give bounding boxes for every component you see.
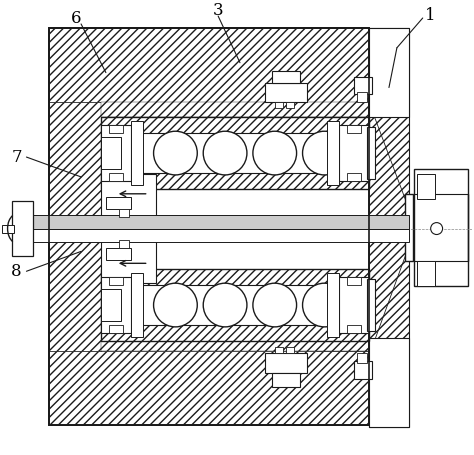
Bar	[131, 273, 143, 337]
Circle shape	[203, 131, 247, 175]
Bar	[101, 125, 131, 181]
Polygon shape	[369, 28, 409, 209]
Bar	[101, 137, 121, 169]
Bar	[101, 238, 155, 283]
Bar	[101, 289, 121, 321]
Bar	[367, 279, 375, 331]
Bar	[339, 277, 369, 333]
Bar	[109, 173, 123, 181]
Bar	[106, 197, 131, 209]
Bar	[369, 28, 409, 117]
Bar	[354, 361, 372, 379]
Bar	[106, 248, 131, 260]
Bar	[109, 325, 123, 333]
Bar	[131, 133, 339, 173]
Bar	[347, 277, 361, 285]
Bar	[328, 121, 339, 185]
Bar	[49, 28, 369, 425]
Bar	[49, 102, 101, 351]
Bar	[265, 353, 307, 373]
Bar	[414, 169, 468, 286]
Circle shape	[154, 131, 197, 175]
Bar	[347, 173, 361, 181]
Bar	[101, 277, 131, 333]
Bar	[131, 285, 339, 325]
Bar	[101, 117, 369, 189]
Polygon shape	[101, 341, 369, 351]
Bar	[109, 277, 123, 285]
Bar	[286, 347, 293, 353]
Bar	[286, 102, 293, 108]
Circle shape	[253, 283, 297, 327]
Bar	[101, 189, 369, 269]
Polygon shape	[101, 102, 369, 117]
Bar	[367, 127, 375, 179]
Bar	[49, 351, 369, 425]
Bar	[265, 82, 307, 102]
Text: 6: 6	[71, 10, 82, 26]
Polygon shape	[369, 28, 473, 435]
Bar	[101, 174, 155, 218]
Bar	[357, 92, 367, 102]
Bar	[357, 353, 367, 363]
Text: 1: 1	[425, 6, 436, 24]
Text: 8: 8	[11, 263, 22, 280]
Circle shape	[302, 283, 346, 327]
Bar	[119, 241, 129, 248]
Bar	[369, 338, 409, 427]
Bar	[101, 269, 369, 341]
Bar	[101, 269, 369, 341]
Bar	[131, 121, 143, 185]
Bar	[49, 28, 369, 425]
Bar	[109, 125, 123, 133]
Bar	[101, 117, 369, 189]
Circle shape	[302, 131, 346, 175]
Bar	[272, 373, 300, 388]
Bar	[417, 261, 435, 286]
Bar	[119, 209, 129, 217]
Circle shape	[431, 222, 443, 234]
Polygon shape	[369, 102, 409, 356]
Text: 7: 7	[11, 148, 22, 166]
Bar	[339, 125, 369, 181]
Text: 3: 3	[213, 1, 223, 19]
Bar	[318, 102, 369, 351]
Bar	[347, 125, 361, 133]
Bar	[405, 194, 413, 261]
Bar	[1, 225, 14, 233]
Bar	[354, 76, 372, 95]
Bar	[347, 325, 361, 333]
Polygon shape	[369, 247, 409, 427]
Circle shape	[154, 283, 197, 327]
Bar	[49, 28, 369, 102]
Circle shape	[253, 131, 297, 175]
Bar	[49, 28, 369, 425]
Bar	[272, 71, 300, 82]
Bar	[11, 215, 409, 228]
Bar	[11, 228, 409, 243]
Circle shape	[203, 283, 247, 327]
Bar	[417, 174, 435, 199]
Bar	[328, 273, 339, 337]
Bar	[275, 347, 283, 353]
Bar	[275, 102, 283, 108]
Bar	[11, 201, 33, 256]
